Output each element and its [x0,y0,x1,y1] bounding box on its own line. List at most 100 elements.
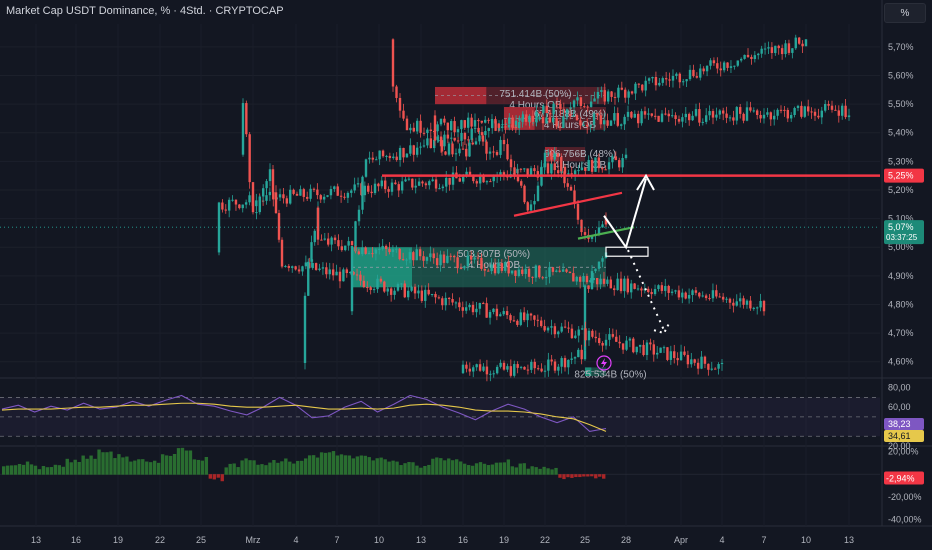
candle-body [497,123,500,128]
candle-body [277,213,281,240]
candle-body [429,253,432,258]
candle-body [367,185,370,192]
oscillator-bar [486,465,491,475]
oscillator-bar [323,452,328,475]
oscillator-bar [137,459,141,475]
candle-body [632,338,635,353]
oscillator-bar [204,456,209,475]
candle-body [824,103,827,111]
order-block-sublabel: 4 Hours OB [509,100,562,111]
oscillator-bar [566,474,570,478]
candle-body [603,90,606,102]
candle-body [401,259,405,261]
y-tick-label: 5,20% [888,185,914,195]
candle-body [603,120,606,125]
candle-body [437,297,441,299]
candle-body [370,191,373,194]
candle-body [786,109,789,119]
candle-body [644,80,647,91]
candle-body [599,278,602,285]
candle-body [587,330,591,341]
y-tick-label: 5,40% [888,128,914,138]
oscillator-bar [105,452,109,475]
candle-body [501,126,504,128]
candle-body [376,278,379,290]
candle-body [820,110,823,118]
candle-body [439,254,442,266]
candle-body [567,327,570,329]
oscillator-bar [77,462,81,475]
candle-body [579,97,583,107]
candle-body [309,188,312,199]
candle-body [566,183,569,187]
candle-body [602,278,606,284]
candle-body [495,366,499,374]
candle-body [584,167,587,171]
oscillator-bar [220,474,224,482]
candle-body [633,283,636,289]
candle-body [305,196,309,199]
candle-body [474,141,478,145]
oscillator-bar [478,462,483,475]
candle-body [467,117,470,128]
candle-body [699,68,702,78]
oscillator-bar [13,465,18,475]
oscillator-bar [522,463,526,475]
candle-body [543,326,546,331]
oscillator-bar [89,455,93,475]
oscillator-bar [546,468,550,475]
candle-body [628,338,632,341]
candle-body [844,105,847,118]
candle-body [316,189,319,196]
candle-body [685,79,688,82]
x-tick-label: Mrz [246,535,261,545]
candle-body [538,265,541,278]
candle-body [297,269,301,272]
candle-body [716,63,719,69]
candle-body [573,170,577,175]
candle-body [400,181,404,191]
candle-body [410,286,413,291]
candle-body [366,287,369,289]
candle-body [563,171,566,184]
candle-body [630,91,634,94]
candle-body [590,235,594,239]
candle-body [542,105,545,113]
candle-body [335,271,338,276]
oscillator-bar [224,467,228,475]
candle-body [506,366,509,370]
oscillator-bar [25,461,30,475]
candle-body [408,252,412,260]
oscillator-bar [81,455,85,475]
candle-body [586,124,589,127]
candle-body [728,117,732,119]
candle-body [589,101,593,107]
osc-value-label: -2,94% [886,474,915,484]
candle-body [721,296,725,300]
candle-body [673,351,676,359]
candle-body [379,278,383,282]
percent-scale-button[interactable]: % [884,3,926,23]
oscillator-bar [240,460,244,475]
x-tick-label: 28 [621,535,631,545]
candle-body [500,263,504,271]
candle-body [757,53,760,56]
candle-body [804,39,808,47]
candle-body [531,276,534,278]
candle-body [583,285,587,351]
candle-body [405,118,409,131]
candle-body [516,320,519,325]
candle-body [813,111,817,116]
oscillator-bar [598,474,602,477]
candle-body [777,45,780,49]
candle-body [234,199,238,205]
y-tick-label: 4,60% [888,357,914,367]
candle-body [759,115,762,119]
candle-body [530,361,533,370]
oscillator-bar [57,465,62,475]
candle-body [543,152,547,167]
candle-body [669,351,673,360]
oscillator-bar [188,450,193,475]
candle-body [303,295,307,363]
